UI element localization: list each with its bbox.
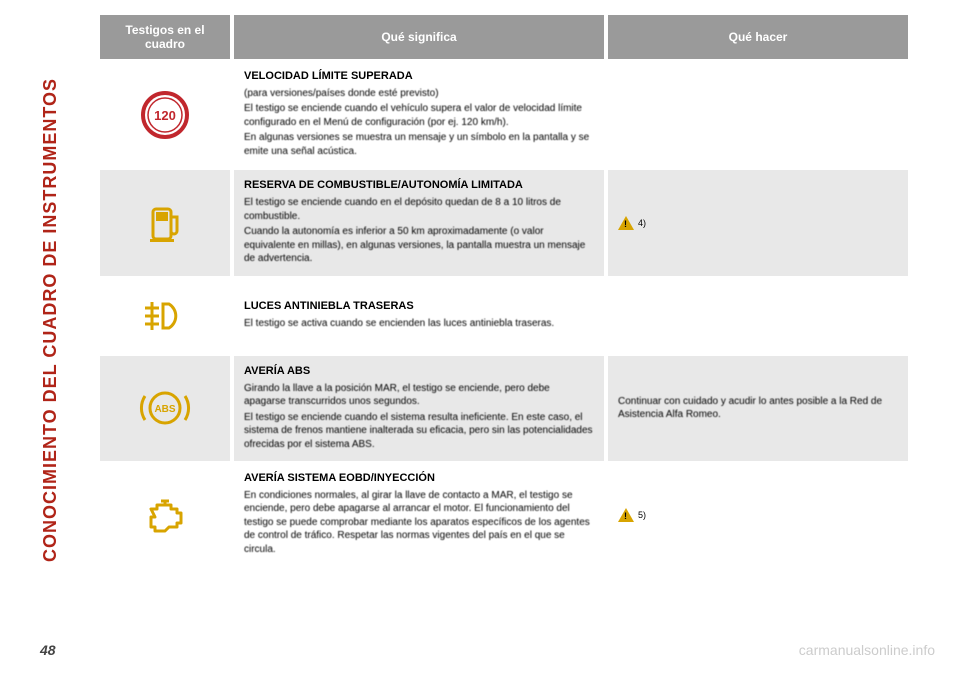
meaning-cell: LUCES ANTINIEBLA TRASERAS El testigo se … bbox=[234, 278, 604, 354]
warning-table: Testigos en el cuadro Qué significa Qué … bbox=[100, 15, 910, 568]
meaning-cell: AVERÍA SISTEMA EOBD/INYECCIÓN En condici… bbox=[234, 463, 604, 566]
action-cell bbox=[608, 278, 908, 354]
row-title: RESERVA DE COMBUSTIBLE/AUTONOMÍA LIMITAD… bbox=[244, 178, 594, 193]
table-row: RESERVA DE COMBUSTIBLE/AUTONOMÍA LIMITAD… bbox=[100, 170, 910, 275]
icon-cell bbox=[100, 463, 230, 566]
meaning-cell: AVERÍA ABS Girando la llave a la posició… bbox=[234, 356, 604, 461]
svg-text:120: 120 bbox=[154, 108, 176, 123]
header-col-action: Qué hacer bbox=[608, 15, 908, 59]
action-cell: 5) bbox=[608, 463, 908, 566]
header-col-icons: Testigos en el cuadro bbox=[100, 15, 230, 59]
row-body-line: Cuando la autonomía es inferior a 50 km … bbox=[244, 225, 594, 266]
row-body-line: (para versiones/países donde esté previs… bbox=[244, 87, 594, 101]
table-header-row: Testigos en el cuadro Qué significa Qué … bbox=[100, 15, 910, 59]
meaning-cell: VELOCIDAD LÍMITE SUPERADA (para versione… bbox=[234, 61, 604, 168]
row-body-line: Girando la llave a la posición MAR, el t… bbox=[244, 382, 594, 409]
row-title: AVERÍA SISTEMA EOBD/INYECCIÓN bbox=[244, 471, 594, 486]
fuel-icon bbox=[135, 193, 195, 253]
action-cell: Continuar con cuidado y acudir lo antes … bbox=[608, 356, 908, 461]
engine-icon bbox=[135, 485, 195, 545]
icon-cell: 120 bbox=[100, 61, 230, 168]
footer-watermark: carmanualsonline.info bbox=[799, 642, 935, 658]
svg-text:ABS: ABS bbox=[154, 404, 175, 415]
row-body-line: El testigo se enciende cuando el vehícul… bbox=[244, 102, 594, 129]
warning-ref: 5) bbox=[638, 509, 646, 521]
abs-icon: ABS bbox=[135, 378, 195, 438]
warning-triangle-icon bbox=[618, 508, 634, 522]
warning-badge: 4) bbox=[618, 216, 898, 230]
row-body-line: El testigo se enciende cuando en el depó… bbox=[244, 196, 594, 223]
action-cell: 4) bbox=[608, 170, 908, 275]
table-row: AVERÍA SISTEMA EOBD/INYECCIÓN En condici… bbox=[100, 463, 910, 566]
warning-triangle-icon bbox=[618, 216, 634, 230]
row-body-line: El testigo se activa cuando se encienden… bbox=[244, 317, 594, 331]
table-row: LUCES ANTINIEBLA TRASERAS El testigo se … bbox=[100, 278, 910, 354]
page-number: 48 bbox=[40, 642, 56, 658]
section-title-vertical: CONOCIMIENTO DEL CUADRO DE INSTRUMENTOS bbox=[40, 20, 60, 620]
meaning-cell: RESERVA DE COMBUSTIBLE/AUTONOMÍA LIMITAD… bbox=[234, 170, 604, 275]
table-row: 120 VELOCIDAD LÍMITE SUPERADA (para vers… bbox=[100, 61, 910, 168]
warning-badge: 5) bbox=[618, 508, 898, 522]
row-body-line: En algunas versiones se muestra un mensa… bbox=[244, 131, 594, 158]
row-title: VELOCIDAD LÍMITE SUPERADA bbox=[244, 69, 594, 84]
icon-cell: ABS bbox=[100, 356, 230, 461]
action-text: Continuar con cuidado y acudir lo antes … bbox=[618, 395, 898, 422]
rear-fog-icon bbox=[135, 286, 195, 346]
row-body-line: El testigo se enciende cuando el sistema… bbox=[244, 411, 594, 452]
table-row: ABS AVERÍA ABS Girando la llave a la pos… bbox=[100, 356, 910, 461]
icon-cell bbox=[100, 278, 230, 354]
header-col-meaning: Qué significa bbox=[234, 15, 604, 59]
speed-limit-icon: 120 bbox=[135, 85, 195, 145]
row-title: LUCES ANTINIEBLA TRASERAS bbox=[244, 299, 594, 314]
warning-ref: 4) bbox=[638, 217, 646, 229]
row-body-line: En condiciones normales, al girar la lla… bbox=[244, 489, 594, 557]
action-cell bbox=[608, 61, 908, 168]
icon-cell bbox=[100, 170, 230, 275]
row-title: AVERÍA ABS bbox=[244, 364, 594, 379]
